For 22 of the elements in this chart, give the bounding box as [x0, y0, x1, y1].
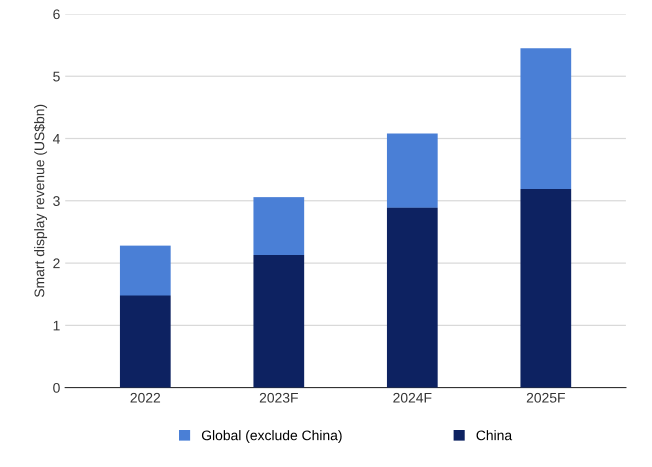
x-tick-label: 2022	[130, 392, 160, 403]
y-axis-title: Smart display revenue (US$bn)	[34, 104, 48, 298]
legend-label: Global (exclude China)	[202, 430, 342, 444]
bar	[386, 208, 438, 388]
y-tick-label: 5	[53, 72, 60, 82]
bar	[120, 295, 171, 388]
x-tick-label: 2025F	[526, 392, 565, 403]
y-tick-label: 6	[53, 9, 60, 20]
bar	[386, 134, 438, 208]
bar	[120, 246, 171, 296]
x-tick-label: 2024F	[393, 392, 432, 403]
x-tick-label: 2023F	[260, 392, 298, 403]
y-tick-label: 3	[53, 196, 60, 206]
y-tick-label: 4	[52, 134, 60, 144]
y-tick-label: 0	[53, 382, 60, 393]
bar	[253, 254, 304, 388]
y-tick-label: 1	[54, 320, 60, 330]
y-tick-label: 2	[53, 258, 60, 268]
bar	[520, 188, 572, 388]
bar	[520, 48, 572, 189]
legend-label: China	[476, 430, 512, 440]
bar	[253, 197, 304, 255]
